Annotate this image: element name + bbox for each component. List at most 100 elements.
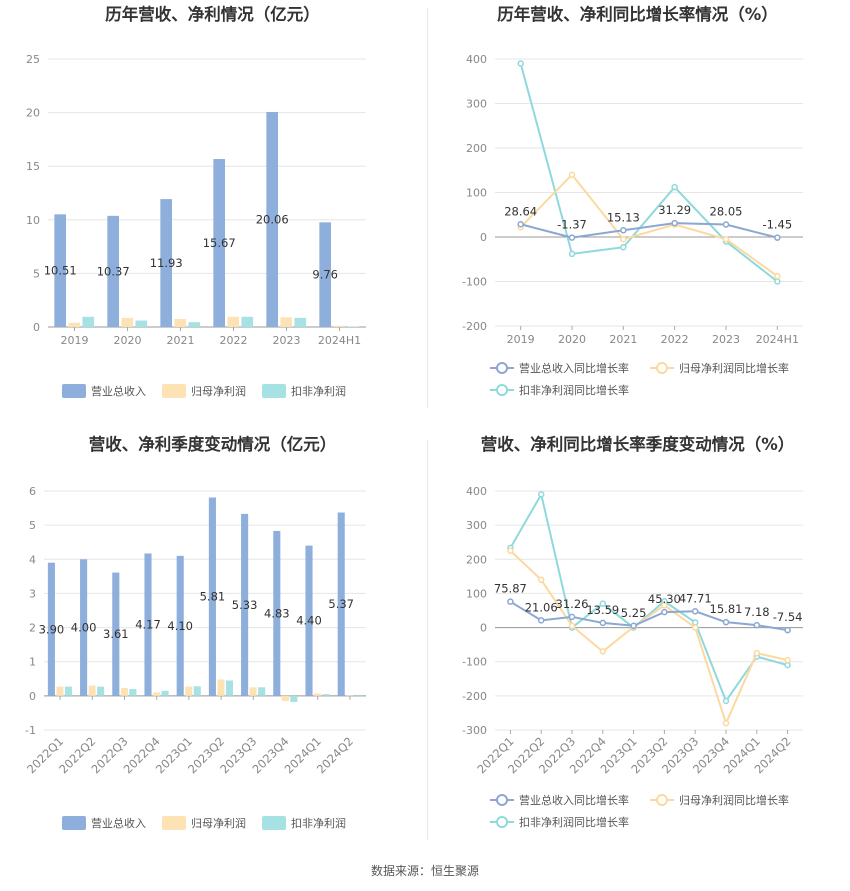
bar-扣非净利润-2022 <box>241 316 254 327</box>
data-label: 10.51 <box>44 264 77 278</box>
x-tick-label: 2020 <box>558 333 586 346</box>
y-tick-label: 5 <box>33 267 40 280</box>
data-label: 4.40 <box>296 614 322 628</box>
bar-营业总收入-2022 <box>213 159 226 327</box>
legend-label: 营业总收入同比增长率 <box>519 793 629 807</box>
bar-归母净利润-2022Q4 <box>152 692 161 696</box>
legend-swatch <box>162 816 186 830</box>
bar-归母净利润-2022Q1 <box>56 686 64 696</box>
legend-label: 归母净利润同比增长率 <box>679 361 789 375</box>
bar-扣非净利润-2022Q3 <box>129 689 137 696</box>
bar-扣非净利润-2022Q2 <box>97 686 105 696</box>
x-tick-label: 2023 <box>712 333 740 346</box>
data-point-归母净利润同比增长率 <box>599 648 607 655</box>
data-label: 3.90 <box>39 622 65 636</box>
y-tick-label: 4 <box>29 553 36 566</box>
data-point-扣非净利润同比增长率 <box>599 600 607 607</box>
legend-label: 营业总收入 <box>91 816 146 830</box>
data-label: 5.37 <box>328 597 354 611</box>
data-point-营业总收入同比增长率 <box>722 221 730 228</box>
data-label: 4.10 <box>167 619 193 633</box>
data-point-营业总收入同比增长率 <box>537 617 545 624</box>
bar-归母净利润-2024Q1 <box>313 693 322 696</box>
series-line-归母净利润同比增长率 <box>519 173 778 277</box>
y-tick-label: 10 <box>26 214 40 227</box>
data-point-营业总收入同比增长率 <box>620 227 627 234</box>
data-point-扣非净利润同比增长率 <box>784 661 791 669</box>
bar-扣非净利润-2023 <box>294 317 307 327</box>
bar-归母净利润-2024H1 <box>333 325 346 327</box>
bar-营业总收入-2020 <box>107 215 120 327</box>
data-point-归母净利润同比增长率 <box>537 576 545 584</box>
bar-归母净利润-2023 <box>280 317 293 327</box>
bar-归母净利润-2023Q4 <box>281 695 289 701</box>
data-label: -7.54 <box>773 610 803 624</box>
divider-bottom <box>427 440 428 840</box>
data-label: 47.71 <box>679 591 712 605</box>
bar-归母净利润-2023Q2 <box>217 679 225 696</box>
data-point-归母净利润同比增长率 <box>784 656 791 664</box>
bar-营业总收入-2023Q4 <box>273 530 281 696</box>
y-tick-label: 100 <box>466 187 487 200</box>
legend-label: 归母净利润 <box>191 816 246 830</box>
legend-swatch <box>62 816 86 830</box>
data-label: 15.13 <box>607 210 640 224</box>
data-point-归母净利润同比增长率 <box>568 622 576 630</box>
x-tick-label: 2024H1 <box>318 334 361 347</box>
data-label: 3.61 <box>103 627 129 641</box>
y-tick-label: -200 <box>462 690 487 703</box>
legend-marker <box>496 384 508 396</box>
data-point-归母净利润同比增长率 <box>753 649 761 657</box>
annual-revenue-profit-chart: 历年营收、净利情况（亿元） 0 5 10 15 20 25 2019 2020 2021 2022 2… <box>26 4 366 398</box>
data-label: 28.05 <box>710 205 743 219</box>
data-point-营业总收入同比增长率 <box>517 221 524 228</box>
data-point-扣非净利润同比增长率 <box>671 183 678 191</box>
bar-扣非净利润-2024Q1 <box>322 694 330 696</box>
bar-归母净利润-2020 <box>121 317 134 327</box>
x-tick-label: 2021 <box>609 333 637 346</box>
y-tick-label: 5 <box>29 519 36 532</box>
y-tick-label: 400 <box>466 53 487 66</box>
annual-growth-rate-panel: 历年营收、净利同比增长率情况（%） -200 -100 0 100 200 300 400 20… <box>425 0 850 430</box>
quarterly-revenue-profit-chart: 营收、净利季度变动情况（亿元）-101234562022Q12022Q22022… <box>24 434 366 830</box>
data-point-扣非净利润同比增长率 <box>774 278 781 285</box>
legend-marker <box>496 816 508 828</box>
y-tick-label: 1 <box>29 656 36 669</box>
legend-label: 扣非净利润 <box>291 816 346 830</box>
y-tick-label: 6 <box>29 485 36 498</box>
y-tick-label: 3 <box>29 587 36 600</box>
legend-marker <box>656 794 668 806</box>
bar-营业总收入-2022Q4 <box>144 553 152 696</box>
data-label: 5.81 <box>200 590 226 604</box>
data-point-营业总收入同比增长率 <box>661 608 668 616</box>
data-label: -1.45 <box>762 218 792 232</box>
y-tick-label: -200 <box>462 320 487 333</box>
data-label: -1.37 <box>557 218 587 232</box>
data-point-扣非净利润同比增长率 <box>568 250 576 258</box>
bar-归母净利润-2024Q2 <box>346 695 354 696</box>
data-label: 45.30 <box>648 592 681 606</box>
bar-归母净利润-2023Q3 <box>249 687 257 696</box>
data-label: 5.25 <box>621 606 647 620</box>
bar-营业总收入-2023Q3 <box>241 513 249 696</box>
data-label: 4.83 <box>264 606 290 620</box>
data-point-归母净利润同比增长率 <box>568 171 576 178</box>
data-point-归母净利润同比增长率 <box>691 624 699 631</box>
data-point-归母净利润同比增长率 <box>620 235 627 243</box>
bar-归母净利润-2022Q2 <box>88 685 96 696</box>
bar-扣非净利润-2023Q4 <box>290 695 298 703</box>
data-label: 5.33 <box>232 598 258 612</box>
x-tick-label: 2022 <box>220 334 248 347</box>
y-tick-label: -100 <box>462 276 487 289</box>
bar-扣非净利润-2020 <box>135 320 148 327</box>
x-tick-label: 2021 <box>167 334 195 347</box>
data-label: 15.81 <box>710 602 743 616</box>
legend-swatch <box>62 384 86 398</box>
legend-swatch <box>262 384 286 398</box>
data-label: 31.29 <box>658 203 691 217</box>
bar-营业总收入-2023 <box>266 111 279 327</box>
annual-growth-rate-chart: 历年营收、净利同比增长率情况（%） -200 -100 0 100 200 300 400 20… <box>462 4 803 397</box>
legend-label: 扣非净利润同比增长率 <box>519 815 629 829</box>
y-tick-label: 0 <box>480 622 487 635</box>
data-point-营业总收入同比增长率 <box>774 234 781 241</box>
